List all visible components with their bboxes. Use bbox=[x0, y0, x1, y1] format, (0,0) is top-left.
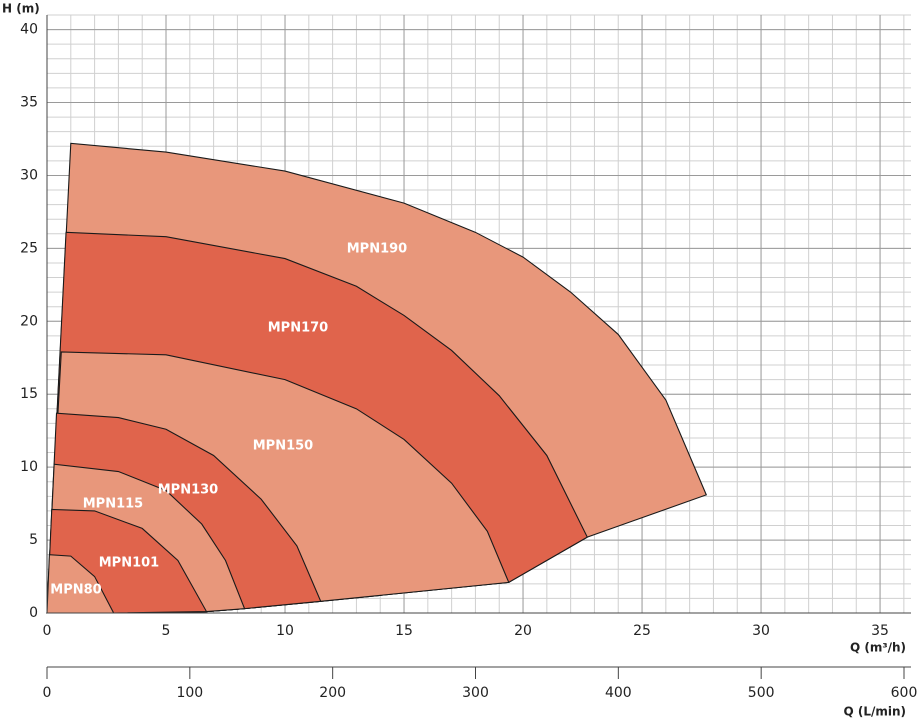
y-tick-label: 0 bbox=[29, 605, 38, 621]
x2-tick-label: 300 bbox=[462, 685, 489, 701]
y-tick-label: 10 bbox=[20, 459, 38, 475]
series-label: MPN190 bbox=[347, 242, 407, 257]
x2-tick-label: 200 bbox=[319, 685, 346, 701]
series-label: MPN115 bbox=[83, 497, 143, 512]
x2-tick-label: 600 bbox=[891, 685, 918, 701]
y-tick-label: 15 bbox=[20, 386, 38, 402]
x-tick-label: 0 bbox=[43, 623, 52, 639]
x2-tick-label: 400 bbox=[605, 685, 632, 701]
x-tick-label: 25 bbox=[633, 623, 651, 639]
y-tick-label: 30 bbox=[20, 167, 38, 183]
y-tick-label: 5 bbox=[29, 532, 38, 548]
y-tick-label: 20 bbox=[20, 313, 38, 329]
y-axis-label: H (m) bbox=[2, 2, 40, 16]
x-tick-label: 5 bbox=[162, 623, 171, 639]
x2-tick-label: 100 bbox=[176, 685, 203, 701]
series-label: MPN80 bbox=[50, 583, 101, 598]
series-label: MPN101 bbox=[99, 556, 159, 571]
series-label: MPN170 bbox=[268, 321, 328, 336]
x-tick-label: 30 bbox=[752, 623, 770, 639]
x2-tick-label: 500 bbox=[748, 685, 775, 701]
x-tick-label: 10 bbox=[276, 623, 294, 639]
x2-axis-label: Q (L/min) bbox=[843, 705, 906, 719]
series-label: MPN150 bbox=[253, 439, 313, 454]
y-tick-label: 25 bbox=[20, 240, 38, 256]
x-tick-label: 15 bbox=[395, 623, 413, 639]
x-axis-label: Q (m³/h) bbox=[850, 641, 906, 655]
y-tick-label: 35 bbox=[20, 95, 38, 111]
x2-tick-label: 0 bbox=[43, 685, 52, 701]
regions: MPN80 MPN101 MPN115 MPN130 MPN150 MPN170 MPN19… bbox=[46, 142, 708, 614]
x-tick-label: 20 bbox=[514, 623, 532, 639]
series-label: MPN130 bbox=[158, 483, 218, 498]
x-tick-label: 35 bbox=[871, 623, 889, 639]
y-tick-label: 40 bbox=[20, 22, 38, 38]
